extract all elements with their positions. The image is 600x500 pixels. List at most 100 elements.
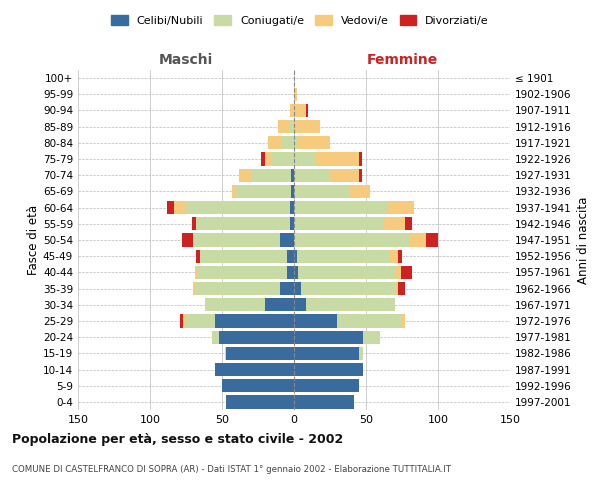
Bar [294,152,316,166]
Bar [349,185,370,198]
Bar [427,234,438,246]
Bar [197,266,287,279]
Bar [261,152,265,166]
Bar [291,185,294,198]
Bar [196,250,200,263]
Bar [330,168,359,182]
Bar [290,201,294,214]
Bar [236,185,291,198]
Bar [232,185,236,198]
Bar [294,168,330,182]
Bar [219,330,294,344]
Bar [401,266,412,279]
Bar [294,250,297,263]
Bar [316,152,359,166]
Bar [294,346,359,360]
Bar [294,88,297,101]
Bar [283,136,294,149]
Y-axis label: Anni di nascita: Anni di nascita [577,196,590,284]
Bar [186,314,215,328]
Bar [294,217,383,230]
Bar [405,217,412,230]
Bar [294,363,363,376]
Bar [268,136,283,149]
Bar [359,168,362,182]
Bar [298,136,330,149]
Text: Popolazione per età, sesso e stato civile - 2002: Popolazione per età, sesso e stato civil… [12,432,343,446]
Bar [287,250,294,263]
Bar [226,346,294,360]
Bar [305,104,308,117]
Legend: Celibi/Nubili, Coniugati/e, Vedovi/e, Divorziati/e: Celibi/Nubili, Coniugati/e, Vedovi/e, Di… [107,10,493,30]
Bar [337,314,402,328]
Bar [193,234,280,246]
Bar [222,379,294,392]
Bar [298,266,396,279]
Bar [294,201,388,214]
Bar [278,120,290,134]
Bar [388,201,413,214]
Bar [396,266,401,279]
Bar [186,201,290,214]
Bar [398,250,402,263]
Bar [272,152,294,166]
Bar [294,379,359,392]
Bar [359,346,363,360]
Bar [225,346,226,360]
Bar [409,234,427,246]
Bar [215,314,294,328]
Bar [196,217,290,230]
Bar [363,330,380,344]
Bar [215,363,294,376]
Bar [291,168,294,182]
Text: COMUNE DI CASTELFRANCO DI SOPRA (AR) - Dati ISTAT 1° gennaio 2002 - Elaborazione: COMUNE DI CASTELFRANCO DI SOPRA (AR) - D… [12,466,451,474]
Bar [290,217,294,230]
Bar [294,282,301,295]
Bar [294,330,363,344]
Bar [294,314,337,328]
Bar [180,314,183,328]
Bar [205,298,265,312]
Bar [200,250,287,263]
Bar [294,234,409,246]
Bar [192,217,196,230]
Bar [182,234,193,246]
Bar [290,104,293,117]
Bar [193,282,196,295]
Bar [290,120,294,134]
Bar [239,168,251,182]
Bar [301,282,395,295]
Bar [196,282,280,295]
Bar [294,396,355,408]
Y-axis label: Fasce di età: Fasce di età [27,205,40,275]
Bar [183,314,186,328]
Bar [280,234,294,246]
Bar [251,168,291,182]
Bar [294,120,320,134]
Bar [212,330,219,344]
Bar [265,152,272,166]
Bar [402,314,405,328]
Bar [167,201,175,214]
Text: Femmine: Femmine [367,53,437,67]
Bar [294,266,298,279]
Bar [265,298,294,312]
Bar [297,250,391,263]
Bar [293,104,294,117]
Bar [294,136,298,149]
Bar [280,282,294,295]
Bar [359,152,362,166]
Bar [194,266,197,279]
Bar [383,217,405,230]
Bar [294,185,349,198]
Bar [226,396,294,408]
Bar [175,201,186,214]
Bar [398,282,405,295]
Bar [287,266,294,279]
Bar [294,104,305,117]
Bar [395,282,398,295]
Text: Maschi: Maschi [159,53,213,67]
Bar [391,250,398,263]
Bar [305,298,395,312]
Bar [294,298,305,312]
